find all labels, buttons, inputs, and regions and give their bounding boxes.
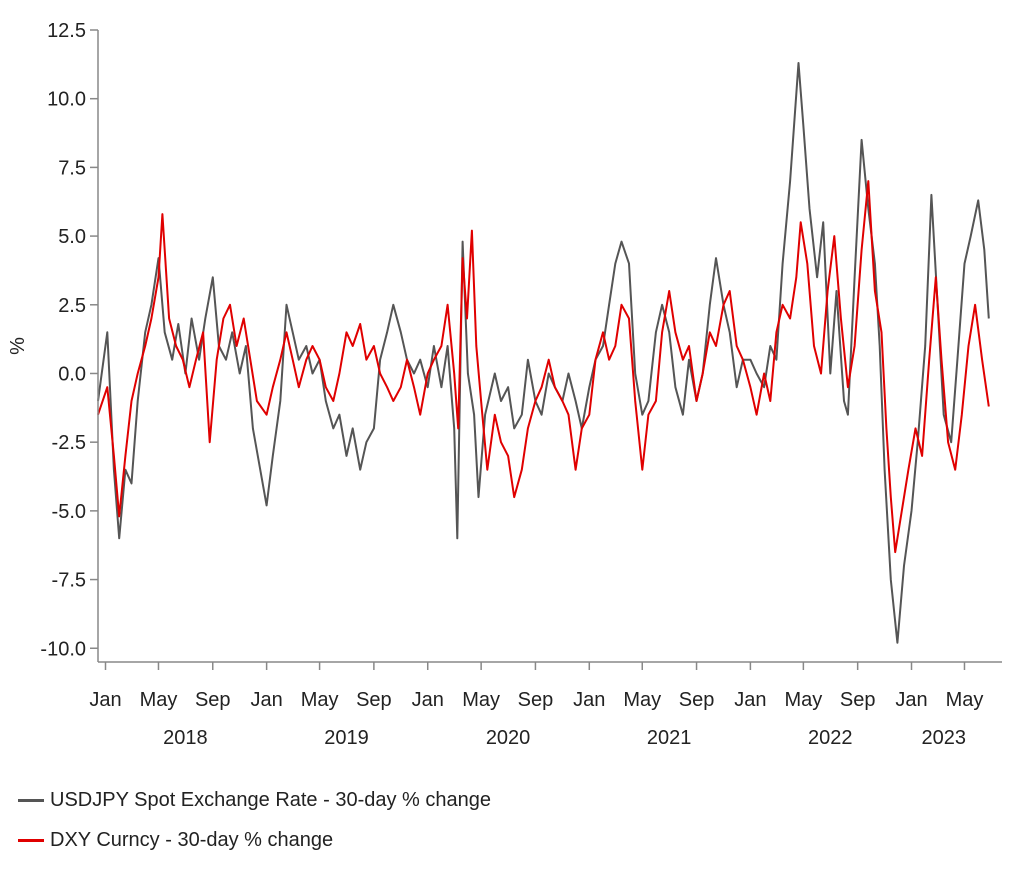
x-year-label: 2018 (163, 727, 208, 749)
x-tick-label: Sep (840, 689, 876, 711)
series-line-usdjpy (97, 62, 990, 644)
x-tick-label: Sep (518, 689, 554, 711)
x-year-label: 2019 (324, 727, 369, 749)
y-tick-label: -2.5 (52, 432, 86, 454)
x-tick-label: Sep (679, 689, 715, 711)
y-tick-label: 7.5 (58, 157, 86, 179)
x-tick-label: May (301, 689, 339, 711)
x-year-label: 2020 (486, 727, 531, 749)
x-tick-label: Jan (734, 689, 766, 711)
y-tick-label: 0.0 (58, 363, 86, 385)
x-tick-label: May (623, 689, 661, 711)
y-axis-title: % (7, 337, 29, 355)
legend-label-dxy: DXY Curncy - 30-day % change (50, 828, 334, 851)
legend-swatch-dxy (18, 838, 44, 842)
y-tick-label: 5.0 (58, 226, 86, 248)
series-layer (97, 62, 990, 644)
y-tick-label: -5.0 (52, 501, 86, 523)
legend: USDJPY Spot Exchange Rate - 30-day % cha… (18, 780, 491, 860)
legend-item-usdjpy: USDJPY Spot Exchange Rate - 30-day % cha… (18, 780, 491, 820)
legend-swatch-usdjpy (18, 798, 44, 802)
x-tick-label: Jan (895, 689, 927, 711)
x-tick-label: May (462, 689, 500, 711)
axis-layer: % 12.5 10.0 7.5 5.0 2.5 0.0 -2.5 -5.0 -7.5 -10.0 J… (7, 20, 1002, 749)
y-tick-label: -7.5 (52, 570, 86, 592)
y-tick-label: -10.0 (40, 638, 86, 660)
x-tick-label: Jan (573, 689, 605, 711)
x-year-label: 2022 (808, 727, 853, 749)
x-tick-label: Sep (356, 689, 392, 711)
series-line-dxy (97, 180, 990, 554)
x-year-label: 2023 (921, 727, 966, 749)
legend-label-usdjpy: USDJPY Spot Exchange Rate - 30-day % cha… (50, 788, 491, 811)
x-tick-label: Jan (250, 689, 282, 711)
x-tick-label: May (784, 689, 822, 711)
y-tick-label: 2.5 (58, 295, 86, 317)
x-tick-label: Jan (89, 689, 121, 711)
line-chart: % 12.5 10.0 7.5 5.0 2.5 0.0 -2.5 -5.0 -7.5 -10.0 J… (7, 20, 1002, 749)
x-tick-label: Sep (195, 689, 231, 711)
y-tick-label: 12.5 (47, 20, 86, 42)
y-tick-label: 10.0 (47, 89, 86, 111)
x-tick-label: May (946, 689, 984, 711)
legend-item-dxy: DXY Curncy - 30-day % change (18, 820, 491, 860)
x-year-label: 2021 (647, 727, 692, 749)
x-tick-label: Jan (412, 689, 444, 711)
x-tick-label: May (140, 689, 178, 711)
